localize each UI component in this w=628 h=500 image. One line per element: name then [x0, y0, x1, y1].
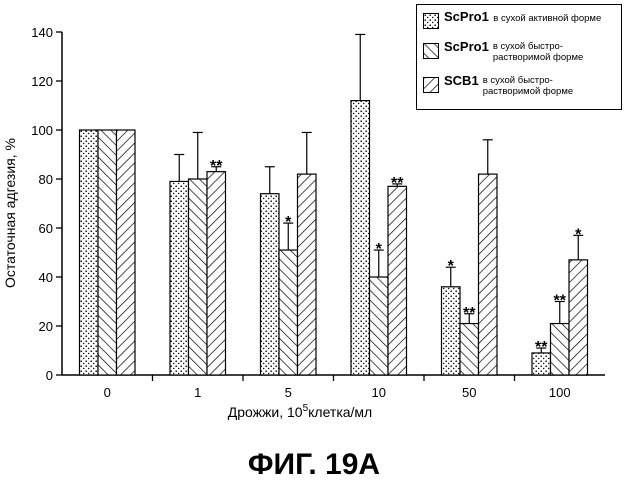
significance-marker: **	[391, 175, 404, 192]
y-tick-label: 0	[46, 368, 53, 383]
significance-marker: *	[376, 241, 383, 258]
legend-series-name: ScPro1	[444, 9, 489, 24]
bar	[442, 287, 461, 375]
bar	[479, 174, 498, 375]
y-tick-label: 100	[31, 123, 53, 138]
significance-marker: **	[210, 158, 223, 175]
y-tick-label: 40	[39, 270, 53, 285]
bar	[532, 353, 551, 375]
y-tick-label: 140	[31, 25, 53, 40]
x-tick-label: 1	[194, 385, 201, 400]
significance-marker: *	[448, 258, 455, 275]
bar	[569, 260, 588, 375]
y-tick-label: 80	[39, 172, 53, 187]
bar	[189, 179, 208, 375]
y-tick-label: 20	[39, 319, 53, 334]
legend-item-2: ScPro1 в сухой быстро-растворимой форме	[423, 41, 619, 63]
x-tick-label: 100	[549, 385, 571, 400]
bar	[298, 174, 317, 375]
x-tick-label: 50	[462, 385, 476, 400]
bar	[117, 130, 136, 375]
legend-series-description: в сухой быстро-растворимой форме	[483, 75, 578, 97]
significance-marker: *	[285, 214, 292, 231]
legend-swatch-dots	[423, 13, 439, 29]
legend-item-1: ScPro1 в сухой активной форме	[423, 11, 601, 29]
legend-swatch-diagonal	[423, 43, 439, 59]
y-axis-title: Остаточная адгезия, %	[2, 138, 18, 288]
bar	[460, 324, 479, 375]
significance-marker: **	[554, 293, 567, 310]
y-tick-label: 60	[39, 221, 53, 236]
x-tick-label: 0	[104, 385, 111, 400]
bar	[551, 324, 570, 375]
legend-swatch-backdiagonal	[423, 77, 439, 93]
legend-series-description: в сухой быстро-растворимой форме	[493, 41, 588, 63]
bar	[80, 130, 99, 375]
bar	[170, 181, 189, 375]
legend: ScPro1 в сухой активной форме ScPro1 в с…	[416, 4, 622, 110]
legend-series-name: SCB1	[444, 75, 479, 97]
figure-caption: ФИГ. 19А	[0, 448, 628, 482]
legend-item-3: SCB1 в сухой быстро-растворимой форме	[423, 75, 619, 97]
bar	[370, 277, 389, 375]
bar	[351, 101, 370, 375]
legend-series-description: в сухой активной форме	[493, 13, 601, 24]
x-tick-label: 10	[372, 385, 386, 400]
bar	[98, 130, 117, 375]
x-axis-title: Дрожжи, 105клетка/мл	[228, 403, 372, 420]
significance-marker: **	[535, 339, 548, 356]
bar	[261, 194, 280, 375]
legend-series-name: ScPro1	[444, 41, 489, 63]
bar	[207, 172, 226, 375]
x-tick-label: 5	[285, 385, 292, 400]
y-tick-label: 120	[31, 74, 53, 89]
bar	[279, 250, 298, 375]
significance-marker: **	[463, 305, 476, 322]
significance-marker: *	[575, 226, 582, 243]
bar	[388, 186, 407, 375]
